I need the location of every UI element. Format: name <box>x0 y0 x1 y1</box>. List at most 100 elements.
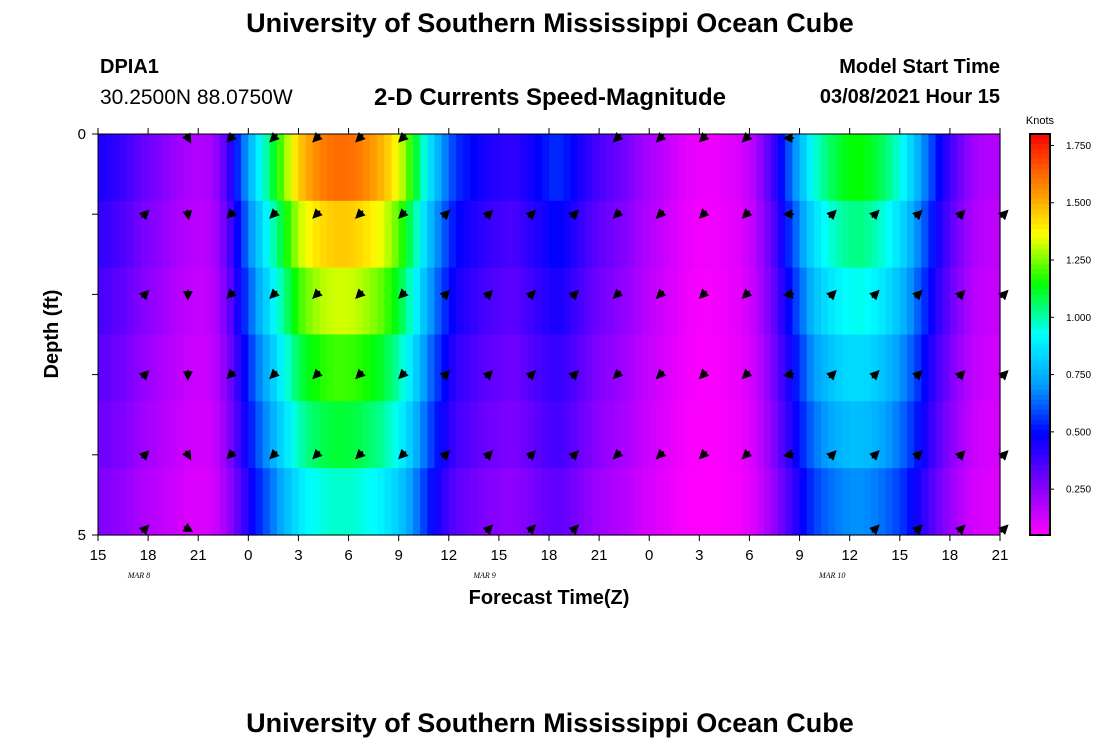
heatmap-cell <box>105 134 113 202</box>
heatmap-cell <box>570 334 579 402</box>
heatmap-cell <box>634 334 643 402</box>
heatmap-cell <box>420 468 428 536</box>
current-vector-arrow <box>698 368 710 380</box>
colorbar-swatch <box>1030 199 1050 205</box>
heatmap-cell <box>878 267 887 336</box>
heatmap-cell <box>706 134 715 202</box>
heatmap-cell <box>520 468 529 536</box>
heatmap-cell <box>405 267 414 336</box>
heatmap-cell <box>391 134 400 202</box>
colorbar-swatch <box>1030 304 1050 311</box>
heatmap-cell <box>334 200 342 269</box>
heatmap-cell <box>591 401 600 469</box>
heatmap-cell <box>634 401 643 469</box>
heatmap-cell <box>226 334 235 402</box>
heatmap-cell <box>420 200 428 269</box>
heatmap-cell <box>599 334 607 402</box>
heatmap-cell <box>935 200 944 269</box>
heatmap-cell <box>921 267 930 336</box>
current-vector-arrow <box>482 289 494 301</box>
heatmap-cell <box>327 468 335 536</box>
station-coordinates: 30.2500N 88.0750W <box>100 86 293 109</box>
current-vector-arrow <box>869 450 880 461</box>
current-vector-arrow <box>138 369 150 381</box>
heatmap-cell <box>434 468 443 536</box>
heatmap-cell <box>176 134 185 202</box>
heatmap-cell <box>849 401 858 469</box>
heatmap-cell <box>262 468 271 536</box>
heatmap-cell <box>906 200 915 269</box>
x-tick-label: 9 <box>795 547 803 564</box>
heatmap-cell <box>455 468 464 536</box>
heatmap-cell <box>971 134 980 202</box>
heatmap-cell <box>692 267 700 336</box>
x-tick-label: 12 <box>440 547 457 564</box>
heatmap-cell <box>534 134 543 202</box>
heatmap-cell <box>191 200 199 269</box>
current-vector-arrow <box>698 208 710 219</box>
heatmap-cell <box>663 267 672 336</box>
heatmap-cell <box>391 200 400 269</box>
heatmap-cell <box>355 267 364 336</box>
heatmap-cell <box>985 200 994 269</box>
heatmap-cell <box>770 401 779 469</box>
heatmap-cell <box>556 334 564 402</box>
colorbar-swatch <box>1030 479 1050 486</box>
current-vector-arrow <box>912 450 923 461</box>
heatmap-cell <box>248 401 257 469</box>
heatmap-cell <box>835 401 844 469</box>
heatmap-cell <box>570 200 579 269</box>
heatmap-cell <box>835 334 844 402</box>
heatmap-cell <box>570 134 579 202</box>
x-tick-label: 18 <box>942 547 959 564</box>
current-vector-arrow <box>181 449 192 461</box>
heatmap-cell <box>498 267 507 336</box>
heatmap-cell <box>785 401 793 469</box>
heatmap-cell <box>384 468 393 536</box>
heatmap-cell <box>498 468 507 536</box>
heatmap-cell <box>370 468 378 536</box>
heatmap-cell <box>183 134 192 202</box>
heatmap-cell <box>957 200 965 269</box>
heatmap-cell <box>634 267 643 336</box>
heatmap-cell <box>513 468 521 536</box>
colorbar-swatch <box>1030 334 1050 341</box>
colorbar-swatch <box>1030 154 1050 160</box>
colorbar-swatch <box>1030 209 1050 215</box>
current-vector-arrow <box>398 208 409 219</box>
current-vector-arrow <box>612 448 624 460</box>
heatmap-cell <box>577 401 586 469</box>
heatmap-cell <box>756 267 765 336</box>
heatmap-cell <box>720 468 729 536</box>
heatmap-cell <box>749 401 758 469</box>
heatmap-cell <box>749 134 758 202</box>
heatmap-cell <box>305 200 314 269</box>
heatmap-cell <box>362 200 371 269</box>
heatmap-cell <box>491 468 500 536</box>
colorbar-swatch <box>1030 214 1050 220</box>
heatmap-cell <box>606 334 615 402</box>
colorbar-swatch <box>1030 424 1050 431</box>
current-vector-arrow <box>741 208 753 219</box>
heatmap-cell <box>527 401 536 469</box>
x-tick-label: 12 <box>841 547 858 564</box>
heatmap-cell <box>670 468 679 536</box>
colorbar-swatch <box>1030 494 1050 501</box>
current-vector-arrow <box>612 368 624 380</box>
heatmap-cell <box>298 334 307 402</box>
current-vector-arrow <box>826 289 837 301</box>
heatmap-cell <box>527 200 536 269</box>
heatmap-cell <box>434 134 443 202</box>
heatmap-cell <box>799 134 808 202</box>
current-vector-arrow <box>869 369 880 381</box>
heatmap-cell <box>527 334 536 402</box>
current-vector-arrow <box>226 368 237 380</box>
heatmap-cell <box>785 134 793 202</box>
heatmap-cell <box>806 334 815 402</box>
colorbar-swatch <box>1030 219 1050 225</box>
colorbar-swatch <box>1030 489 1050 496</box>
heatmap-cell <box>312 334 321 402</box>
heatmap-cell <box>713 134 722 202</box>
x-tick-label: 6 <box>745 547 753 564</box>
current-vector-arrow <box>138 289 150 301</box>
